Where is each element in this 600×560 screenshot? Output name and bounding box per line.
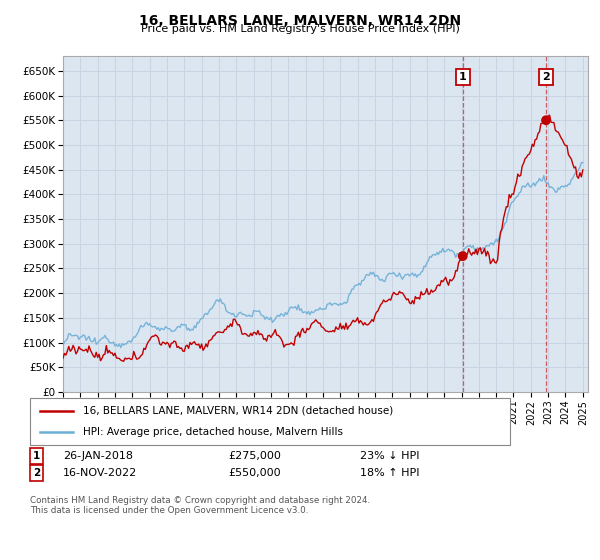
Text: 16, BELLARS LANE, MALVERN, WR14 2DN (detached house): 16, BELLARS LANE, MALVERN, WR14 2DN (det…	[83, 406, 393, 416]
Point	[541, 116, 551, 125]
Text: 23% ↓ HPI: 23% ↓ HPI	[360, 451, 419, 461]
FancyBboxPatch shape	[30, 398, 510, 445]
Text: 16, BELLARS LANE, MALVERN, WR14 2DN: 16, BELLARS LANE, MALVERN, WR14 2DN	[139, 14, 461, 28]
Text: HPI: Average price, detached house, Malvern Hills: HPI: Average price, detached house, Malv…	[83, 427, 343, 437]
Text: £275,000: £275,000	[228, 451, 281, 461]
Text: 18% ↑ HPI: 18% ↑ HPI	[360, 468, 419, 478]
Text: 1: 1	[459, 72, 467, 82]
Text: Contains HM Land Registry data © Crown copyright and database right 2024.
This d: Contains HM Land Registry data © Crown c…	[30, 496, 370, 515]
Text: Price paid vs. HM Land Registry's House Price Index (HPI): Price paid vs. HM Land Registry's House …	[140, 24, 460, 34]
Text: 26-JAN-2018: 26-JAN-2018	[63, 451, 133, 461]
Text: 16-NOV-2022: 16-NOV-2022	[63, 468, 137, 478]
Text: 1: 1	[33, 451, 40, 461]
Text: 2: 2	[33, 468, 40, 478]
Text: 2: 2	[542, 72, 550, 82]
Point	[458, 251, 467, 260]
Text: £550,000: £550,000	[228, 468, 281, 478]
